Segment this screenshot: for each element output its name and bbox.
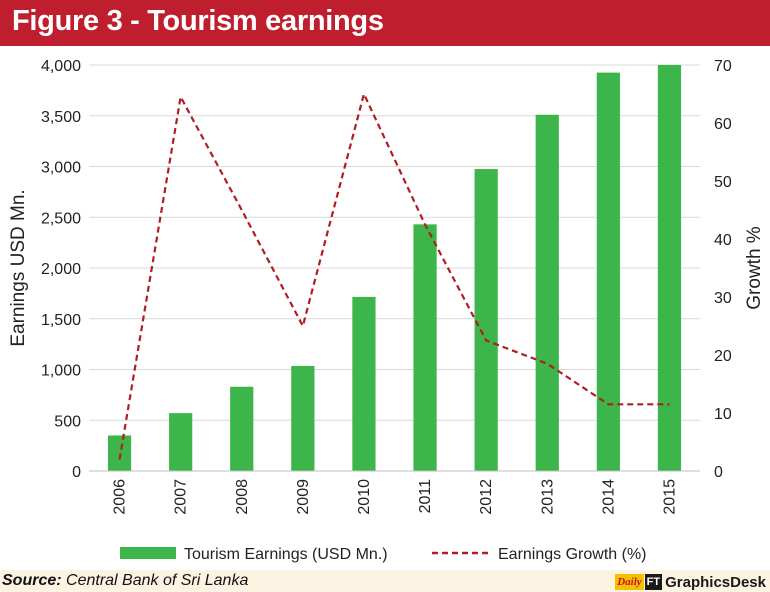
y2-tick-label: 20 [714, 348, 732, 365]
y-tick-label: 3,000 [41, 160, 81, 177]
header-bar: Figure 3 - Tourism earnings [0, 0, 770, 46]
x-tick-label: 2015 [661, 479, 678, 515]
legend-swatch-bar [120, 547, 176, 559]
legend-label-bar: Tourism Earnings (USD Mn.) [184, 546, 388, 563]
y-tick-label: 2,000 [41, 261, 81, 278]
bar [535, 114, 559, 472]
y2-tick-label: 40 [714, 232, 732, 249]
legend-label-line: Earnings Growth (%) [498, 546, 647, 563]
daily-logo: Daily [615, 574, 644, 590]
y-tick-label: 1,000 [41, 363, 81, 380]
x-tick-label: 2007 [173, 479, 190, 515]
chart: 0 500 1,000 1,500 2,000 2,500 3,000 3,500 4,000 0… [8, 58, 765, 563]
y2-axis-label: Growth % [744, 226, 765, 310]
chart-title: Figure 3 - Tourism earnings [12, 5, 384, 37]
source-text: Central Bank of Sri Lanka [66, 572, 249, 589]
ft-logo: FT [644, 574, 663, 590]
graphicsdesk-label: GraphicsDesk [665, 573, 766, 591]
x-tick-label: 2008 [234, 479, 251, 515]
x-tick-label: 2006 [112, 479, 129, 515]
y2-tick-label: 50 [714, 174, 732, 191]
x-tick-label: 2009 [295, 479, 312, 515]
bar [352, 296, 376, 471]
y2-tick-label: 10 [714, 406, 732, 423]
bar [413, 224, 437, 471]
y2-tick-label: 0 [714, 464, 723, 481]
y-tick-label: 0 [72, 464, 81, 481]
y-tick-label: 3,500 [41, 109, 81, 126]
y-tick-label: 500 [54, 413, 81, 430]
y-axis-label: Earnings USD Mn. [8, 189, 29, 346]
x-tick-label: 2013 [539, 479, 556, 515]
bar [657, 65, 682, 471]
y-tick-label: 1,500 [41, 312, 81, 329]
y2-tick-label: 60 [714, 116, 732, 133]
source-note: Source: Central Bank of Sri Lanka [2, 572, 248, 590]
source-label: Source: [2, 572, 62, 589]
bar [107, 435, 132, 471]
bar [596, 72, 620, 472]
x-tick-label: 2011 [417, 479, 434, 514]
y-tick-label: 2,500 [41, 210, 81, 227]
brand-mark: Daily FT GraphicsDesk [615, 573, 766, 591]
plot-panel [0, 46, 770, 570]
growth-line [118, 90, 670, 460]
x-tick-label: 2010 [356, 479, 373, 515]
y2-tick-label: 30 [714, 290, 732, 307]
x-tick-label: 2012 [478, 479, 495, 515]
bar [169, 413, 193, 471]
bar [474, 169, 498, 471]
bar [230, 386, 254, 471]
y2-tick-label: 70 [714, 58, 732, 75]
bar [291, 365, 315, 471]
y-tick-label: 4,000 [41, 58, 81, 75]
x-tick-label: 2014 [600, 479, 617, 515]
